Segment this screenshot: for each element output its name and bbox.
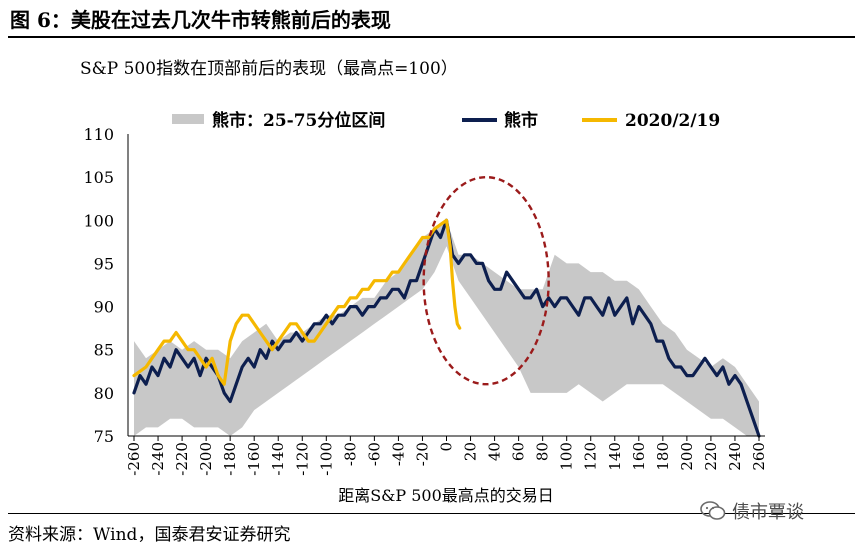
x-tick-label: -220 [173, 442, 191, 476]
x-tick-label: 100 [558, 442, 576, 471]
x-tick-label: -100 [317, 442, 335, 476]
x-tick-label: 0 [438, 442, 456, 452]
x-tick-label: -20 [414, 442, 432, 466]
y-tick-label: 95 [94, 254, 114, 273]
x-tick-label: 60 [510, 442, 528, 461]
x-tick-label: -120 [293, 442, 311, 476]
source-note: 资料来源：Wind，国泰君安证券研究 [8, 525, 291, 545]
title-rule [8, 36, 855, 38]
chart-subtitle: S&P 500指数在顶部前后的表现（最高点=100） [80, 59, 458, 79]
y-axis: 75 80 85 90 95 100 105 110 [83, 125, 129, 446]
y-tick-label: 110 [83, 125, 114, 144]
figure-title: 图 6：美股在过去几次牛市转熊前后的表现 [10, 8, 391, 32]
x-tick-label: -140 [269, 442, 287, 476]
sp500-chart: S&P 500指数在顶部前后的表现（最高点=100） 熊市：25-75分位区间 … [80, 59, 768, 505]
x-tick-label: 260 [750, 442, 768, 471]
y-tick-label: 75 [94, 427, 114, 446]
legend-current-label: 2020/2/19 [625, 111, 720, 131]
current-2020-line [132, 218, 462, 386]
watermark-text: 债市覃谈 [732, 502, 804, 523]
legend-band-label: 熊市：25-75分位区间 [212, 110, 385, 131]
y-tick-label: 105 [83, 168, 114, 187]
x-axis: -260 -240 -220 -200 -180 -160 -140 -120 -100 -80-… [125, 435, 768, 476]
legend-bear-label: 熊市 [504, 110, 538, 131]
peak-highlight-ellipse [422, 175, 550, 386]
wechat-icon [700, 501, 726, 520]
x-tick-label: 80 [534, 442, 552, 461]
x-tick-label: 120 [582, 442, 600, 471]
x-tick-label: 240 [726, 442, 744, 471]
x-tick-label: -260 [125, 442, 143, 476]
y-tick-label: 80 [94, 384, 114, 403]
plot-area [132, 175, 761, 438]
x-tick-label: -80 [341, 442, 359, 466]
x-tick-label: -60 [365, 442, 383, 466]
y-tick-label: 90 [94, 298, 114, 317]
x-tick-label: 180 [654, 442, 672, 471]
x-tick-label: -240 [149, 442, 167, 476]
x-tick-label: -180 [221, 442, 239, 476]
legend: 熊市：25-75分位区间 熊市 2020/2/19 [172, 110, 720, 131]
x-tick-label: 140 [606, 442, 624, 471]
percentile-band-area [134, 220, 759, 436]
legend-band-swatch [172, 114, 204, 124]
x-tick-label: 160 [630, 442, 648, 471]
y-tick-label: 85 [94, 341, 114, 360]
x-tick-label: 200 [678, 442, 696, 471]
x-tick-label: 40 [486, 442, 504, 461]
y-tick-label: 100 [83, 211, 114, 230]
x-tick-label: -160 [245, 442, 263, 476]
footer-rule [8, 513, 855, 514]
x-tick-label: -40 [389, 442, 407, 466]
x-tick-label: 20 [462, 442, 480, 461]
x-tick-label: -200 [197, 442, 215, 476]
x-tick-label: 220 [702, 442, 720, 471]
watermark: 债市覃谈 [700, 497, 804, 525]
x-axis-label: 距离S&P 500最高点的交易日 [338, 486, 554, 505]
